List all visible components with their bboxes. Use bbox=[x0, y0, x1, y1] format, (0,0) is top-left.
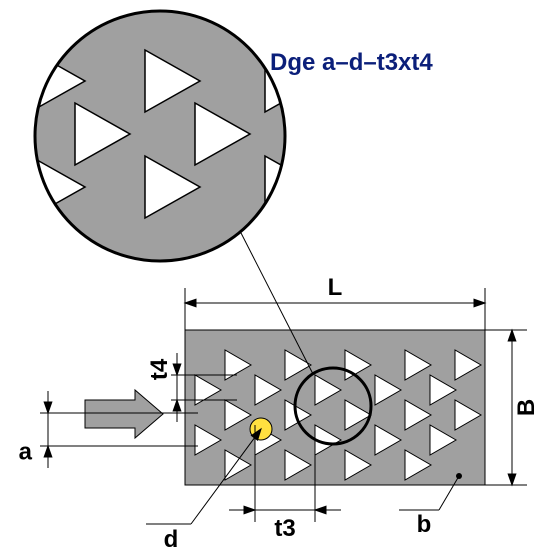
flow-arrow bbox=[85, 390, 163, 438]
label-L: L bbox=[328, 274, 343, 301]
label-a: a bbox=[19, 439, 33, 466]
diagram-title: Dge a–d–t3xt4 bbox=[270, 49, 433, 76]
label-B: B bbox=[513, 399, 540, 416]
label-d: d bbox=[164, 526, 179, 550]
label-t4: t4 bbox=[146, 358, 173, 380]
label-b: b bbox=[417, 511, 432, 538]
label-t3: t3 bbox=[274, 515, 295, 542]
